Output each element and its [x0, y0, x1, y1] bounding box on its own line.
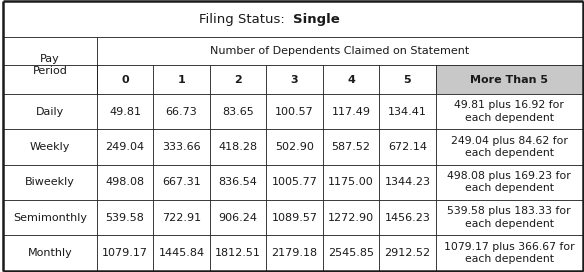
Text: 1272.90: 1272.90 [328, 213, 374, 222]
Text: Weekly: Weekly [30, 142, 70, 152]
Bar [436, 65, 583, 94]
Text: 1812.51: 1812.51 [215, 248, 261, 258]
Text: 0: 0 [121, 75, 129, 85]
Text: 1: 1 [178, 75, 185, 85]
Text: 2545.85: 2545.85 [328, 248, 374, 258]
Text: Semimonthly: Semimonthly [13, 213, 87, 222]
Text: 1456.23: 1456.23 [384, 213, 430, 222]
Text: 1089.57: 1089.57 [272, 213, 318, 222]
Text: 2: 2 [234, 75, 242, 85]
Text: 1344.23: 1344.23 [384, 177, 430, 187]
Text: 2179.18: 2179.18 [272, 248, 318, 258]
Text: 722.91: 722.91 [162, 213, 201, 222]
Text: 249.04 plus 84.62 for
each dependent: 249.04 plus 84.62 for each dependent [451, 136, 568, 158]
Text: 83.65: 83.65 [222, 107, 254, 116]
Text: 1079.17 plus 366.67 for
each dependent: 1079.17 plus 366.67 for each dependent [444, 242, 575, 264]
Text: Filing Status:: Filing Status: [199, 13, 293, 26]
Text: Biweekly: Biweekly [25, 177, 75, 187]
Text: 5: 5 [404, 75, 411, 85]
Text: 117.49: 117.49 [332, 107, 370, 116]
Text: 418.28: 418.28 [218, 142, 258, 152]
Text: 66.73: 66.73 [166, 107, 197, 116]
Text: 672.14: 672.14 [388, 142, 427, 152]
Text: Monthly: Monthly [27, 248, 72, 258]
Text: 667.31: 667.31 [162, 177, 201, 187]
Text: 3: 3 [291, 75, 298, 85]
Text: 2912.52: 2912.52 [384, 248, 430, 258]
Text: Daily: Daily [36, 107, 64, 116]
Text: 1175.00: 1175.00 [328, 177, 374, 187]
Text: More Than 5: More Than 5 [470, 75, 548, 85]
Text: Number of Dependents Claimed on Statement: Number of Dependents Claimed on Statemen… [210, 46, 470, 56]
Text: 49.81 plus 16.92 for
each dependent: 49.81 plus 16.92 for each dependent [454, 100, 564, 123]
Text: 836.54: 836.54 [218, 177, 258, 187]
Text: 4: 4 [347, 75, 355, 85]
Text: 1005.77: 1005.77 [272, 177, 318, 187]
Text: Pay
Period: Pay Period [33, 54, 67, 76]
Text: 498.08: 498.08 [106, 177, 145, 187]
Text: 539.58: 539.58 [106, 213, 144, 222]
Text: 1445.84: 1445.84 [158, 248, 204, 258]
Text: 49.81: 49.81 [109, 107, 141, 116]
Text: 498.08 plus 169.23 for
each dependent: 498.08 plus 169.23 for each dependent [447, 171, 571, 193]
Text: Single: Single [293, 13, 340, 26]
Text: 502.90: 502.90 [275, 142, 314, 152]
Text: 539.58 plus 183.33 for
each dependent: 539.58 plus 183.33 for each dependent [447, 206, 571, 229]
Text: 249.04: 249.04 [106, 142, 145, 152]
Text: 906.24: 906.24 [218, 213, 258, 222]
Text: 333.66: 333.66 [162, 142, 201, 152]
Text: 1079.17: 1079.17 [102, 248, 148, 258]
Text: 587.52: 587.52 [332, 142, 370, 152]
Text: 134.41: 134.41 [388, 107, 427, 116]
Text: 100.57: 100.57 [275, 107, 314, 116]
